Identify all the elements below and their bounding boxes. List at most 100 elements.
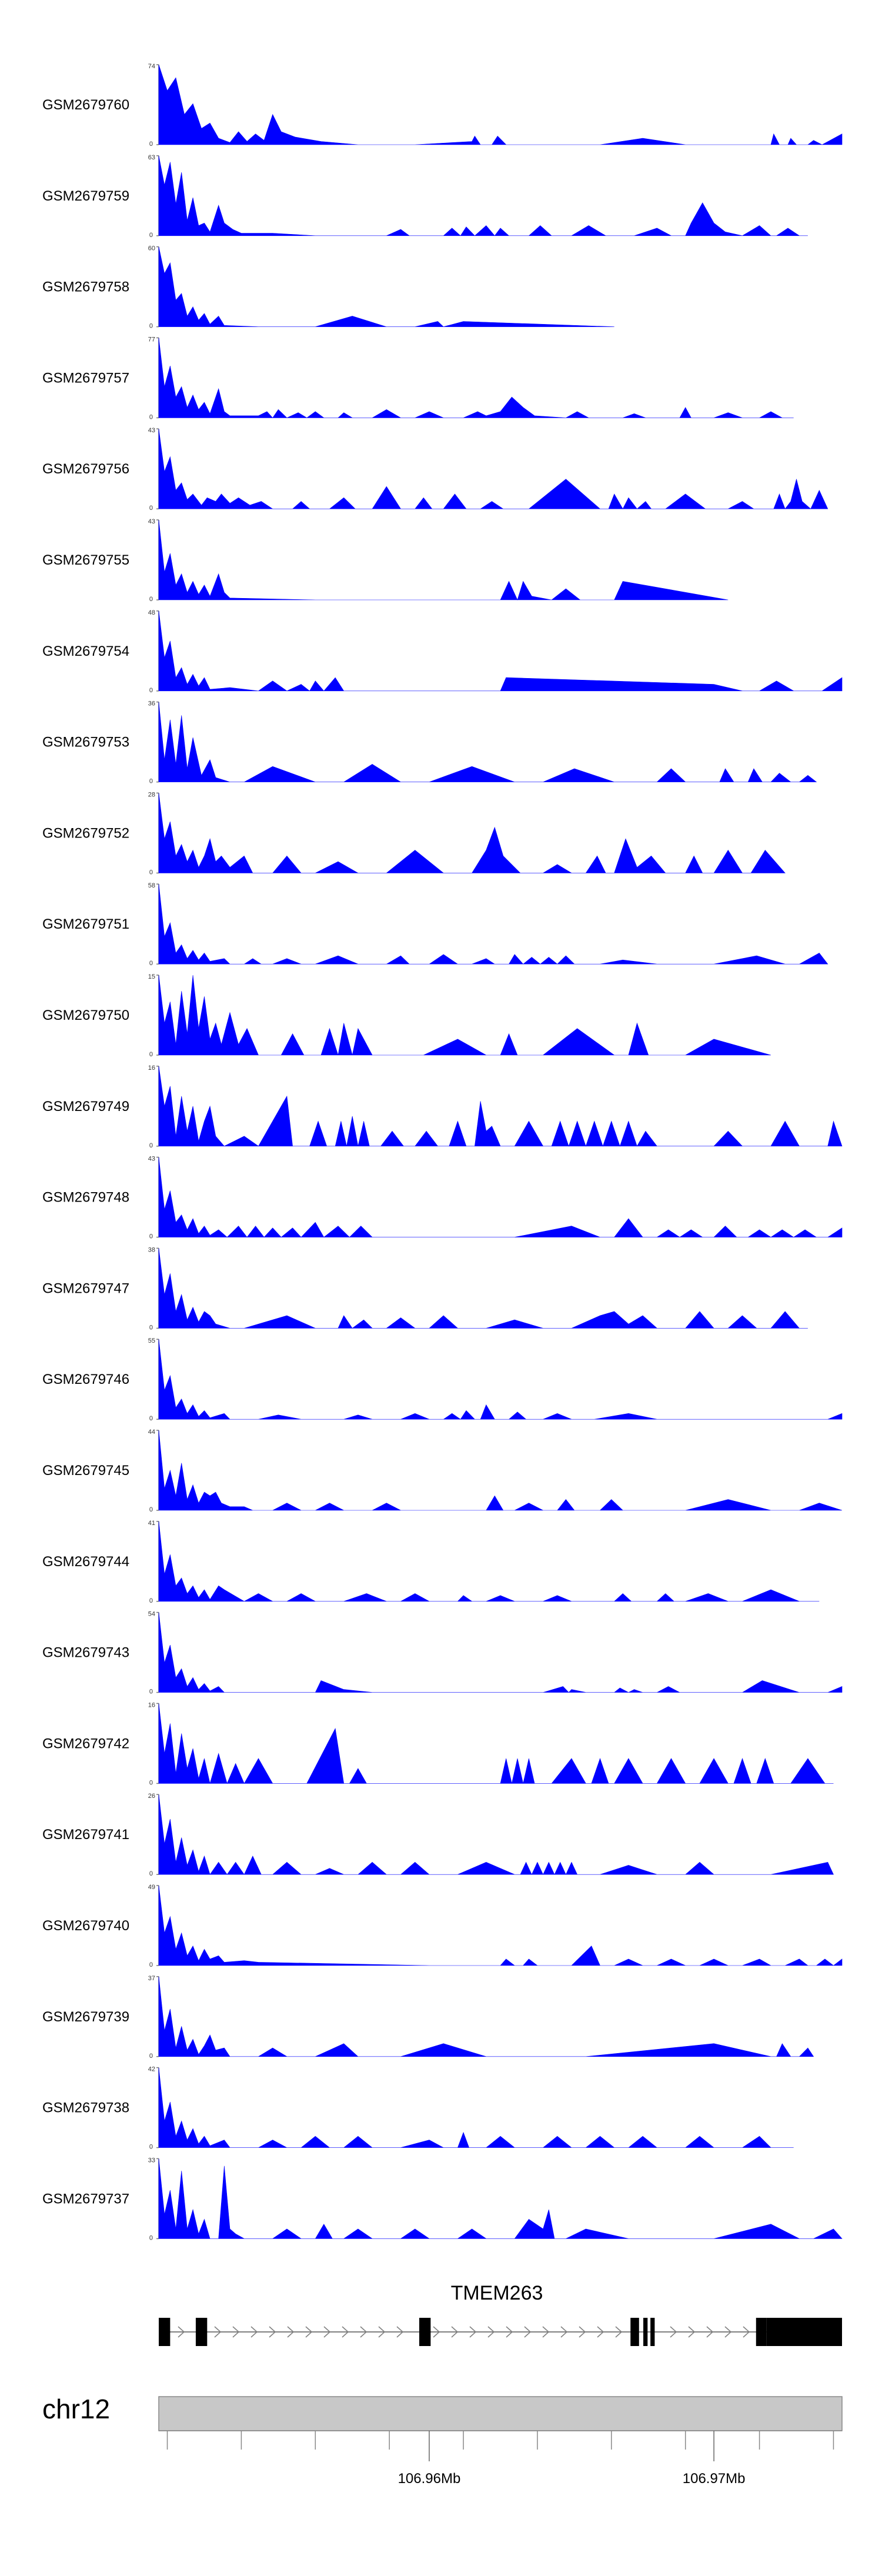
track-GSM2679741: GSM2679741 26 0	[42, 1793, 834, 1877]
track-GSM2679756: GSM2679756 43 0	[42, 427, 828, 512]
y-max-label: 58	[148, 882, 155, 889]
series-label: GSM2679740	[42, 1918, 129, 1934]
series-label: GSM2679743	[42, 1645, 129, 1661]
y-min-label: 0	[149, 960, 153, 967]
coverage-area	[158, 610, 843, 692]
strand-arrow	[706, 2326, 714, 2338]
strand-arrow	[360, 2326, 368, 2338]
coverage-area	[158, 702, 817, 782]
strand-arrow	[305, 2326, 313, 2338]
track-GSM2679757: GSM2679757 77 0	[42, 336, 794, 421]
series-label: GSM2679752	[42, 825, 129, 841]
gene-label: TMEM263	[451, 2282, 543, 2304]
gene-model	[159, 2318, 842, 2346]
track-GSM2679753: GSM2679753 36 0	[42, 700, 817, 785]
strand-arrow	[670, 2326, 677, 2338]
strand-arrow	[524, 2326, 532, 2338]
series-label: GSM2679739	[42, 2009, 129, 2025]
series-label: GSM2679753	[42, 735, 129, 750]
y-max-label: 48	[148, 609, 155, 616]
y-max-label: 43	[148, 518, 155, 525]
track-GSM2679739: GSM2679739 37 0	[42, 1975, 814, 2060]
y-min-label: 0	[149, 1961, 153, 1968]
series-label: GSM2679750	[42, 1007, 129, 1023]
genome-axis: 106.96Mb 106.97Mb	[158, 2396, 843, 2487]
coverage-area	[158, 2067, 794, 2148]
strand-arrow	[323, 2326, 331, 2338]
exon	[419, 2318, 431, 2346]
coverage-area	[158, 1430, 843, 1511]
exon	[159, 2318, 171, 2346]
y-min-label: 0	[149, 413, 153, 421]
strand-arrow	[232, 2326, 240, 2338]
coverage-area	[158, 884, 828, 965]
coverage-area	[158, 338, 794, 418]
y-max-label: 42	[148, 2066, 155, 2073]
track-GSM2679755: GSM2679755 43 0	[42, 518, 729, 603]
series-label: GSM2679747	[42, 1280, 129, 1296]
y-max-label: 63	[148, 154, 155, 161]
y-min-label: 0	[149, 232, 153, 239]
y-min-label: 0	[149, 1597, 153, 1604]
chromosome-axis: chr12 106.96Mb 106.97Mb	[42, 2394, 843, 2487]
track-GSM2679759: GSM2679759 63 0	[42, 154, 808, 239]
y-min-label: 0	[149, 1415, 153, 1422]
track-GSM2679752: GSM2679752 28 0	[42, 791, 786, 876]
strand-arrow	[506, 2326, 513, 2338]
series-label: GSM2679759	[42, 188, 129, 204]
coverage-area	[158, 1066, 843, 1147]
series-label: GSM2679760	[42, 97, 129, 113]
track-GSM2679748: GSM2679748 43 0	[42, 1156, 843, 1240]
major-tick-label: 106.97Mb	[683, 2471, 746, 2487]
y-max-label: 15	[148, 973, 155, 980]
y-min-label: 0	[149, 2234, 153, 2241]
chromosome-label: chr12	[42, 2394, 110, 2424]
series-label: GSM2679754	[42, 643, 129, 659]
coverage-area	[158, 429, 828, 509]
y-max-label: 49	[148, 1884, 155, 1891]
coverage-area	[158, 1703, 834, 1784]
strand-arrow	[469, 2326, 477, 2338]
strand-arrow	[396, 2326, 404, 2338]
series-label: GSM2679751	[42, 916, 129, 932]
y-max-label: 43	[148, 1156, 155, 1163]
y-min-label: 0	[149, 1506, 153, 1513]
y-max-label: 16	[148, 1065, 155, 1072]
track-GSM2679738: GSM2679738 42 0	[42, 2066, 794, 2151]
coverage-area	[158, 155, 808, 236]
coverage-area	[158, 246, 614, 327]
series-label: GSM2679749	[42, 1099, 129, 1115]
strand-arrow	[597, 2326, 604, 2338]
strand-arrow	[433, 2326, 440, 2338]
coverage-area	[158, 1157, 843, 1238]
strand-arrow	[269, 2326, 276, 2338]
major-tick-label: 106.96Mb	[398, 2471, 461, 2487]
strand-arrow	[560, 2326, 568, 2338]
coverage-area	[158, 1794, 834, 1875]
track-GSM2679750: GSM2679750 15 0	[42, 973, 771, 1058]
strand-arrow	[743, 2326, 750, 2338]
track-GSM2679746: GSM2679746 55 0	[42, 1337, 843, 1422]
y-min-label: 0	[149, 1142, 153, 1149]
series-label: GSM2679758	[42, 279, 129, 295]
series-label: GSM2679741	[42, 1827, 129, 1843]
coverage-area	[158, 1521, 820, 1602]
coverage-area	[158, 519, 729, 600]
y-max-label: 28	[148, 791, 155, 798]
track-GSM2679743: GSM2679743 54 0	[42, 1611, 843, 1696]
y-max-label: 16	[148, 1701, 155, 1709]
y-max-label: 26	[148, 1793, 155, 1800]
strand-arrow	[214, 2326, 222, 2338]
gene-track: TMEM263	[159, 2282, 842, 2346]
y-max-label: 44	[148, 1429, 155, 1436]
y-min-label: 0	[149, 778, 153, 785]
y-max-label: 38	[148, 1246, 155, 1253]
coverage-area	[158, 1339, 843, 1420]
coverage-area	[158, 2158, 843, 2239]
series-label: GSM2679738	[42, 2100, 129, 2116]
track-GSM2679760: GSM2679760 74 0	[42, 63, 843, 148]
coverage-area	[158, 1885, 843, 1966]
y-min-label: 0	[149, 1324, 153, 1331]
track-GSM2679740: GSM2679740 49 0	[42, 1884, 843, 1968]
